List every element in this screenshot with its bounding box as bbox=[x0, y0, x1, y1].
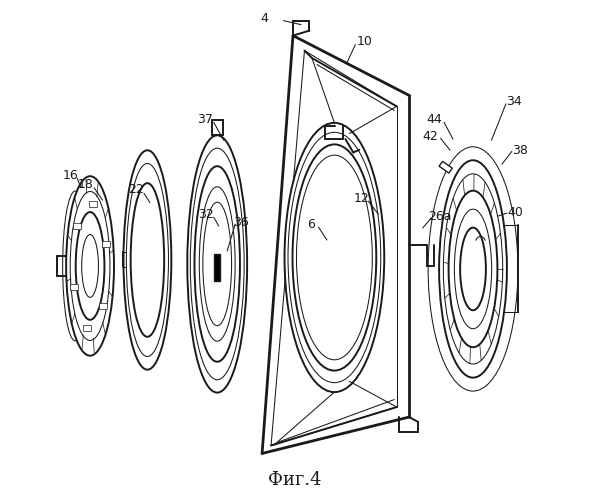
Ellipse shape bbox=[444, 174, 502, 364]
Text: 22: 22 bbox=[128, 182, 144, 196]
Text: 16: 16 bbox=[62, 168, 78, 181]
Text: 44: 44 bbox=[426, 113, 442, 126]
Bar bbox=[439, 162, 452, 173]
Text: 32: 32 bbox=[198, 208, 214, 220]
Bar bbox=[214, 254, 220, 281]
Text: 42: 42 bbox=[423, 130, 438, 143]
Ellipse shape bbox=[288, 132, 380, 382]
Ellipse shape bbox=[70, 192, 110, 340]
Text: Фиг.4: Фиг.4 bbox=[268, 472, 321, 490]
Ellipse shape bbox=[284, 123, 384, 392]
Bar bbox=[70, 284, 78, 290]
Ellipse shape bbox=[190, 148, 244, 380]
Text: 4: 4 bbox=[261, 12, 269, 24]
Text: 38: 38 bbox=[512, 144, 528, 157]
Ellipse shape bbox=[194, 166, 240, 362]
Ellipse shape bbox=[187, 136, 247, 392]
Ellipse shape bbox=[62, 191, 88, 340]
Text: 10: 10 bbox=[356, 35, 372, 48]
Ellipse shape bbox=[199, 187, 235, 341]
Text: 6: 6 bbox=[307, 218, 315, 230]
Bar bbox=[73, 222, 81, 228]
Ellipse shape bbox=[127, 164, 168, 356]
Ellipse shape bbox=[131, 183, 164, 337]
Bar bbox=[99, 304, 107, 310]
Ellipse shape bbox=[449, 190, 498, 347]
Bar bbox=[89, 201, 97, 207]
Ellipse shape bbox=[293, 144, 376, 370]
Ellipse shape bbox=[460, 228, 486, 310]
Bar bbox=[102, 242, 110, 248]
Ellipse shape bbox=[82, 234, 98, 298]
Text: 34: 34 bbox=[506, 95, 522, 108]
Text: 18: 18 bbox=[78, 178, 94, 190]
Ellipse shape bbox=[76, 212, 104, 320]
Ellipse shape bbox=[454, 209, 492, 328]
Ellipse shape bbox=[124, 150, 171, 370]
Ellipse shape bbox=[203, 202, 231, 326]
Text: 37: 37 bbox=[197, 113, 213, 126]
Ellipse shape bbox=[428, 147, 518, 391]
Text: 40: 40 bbox=[507, 206, 523, 219]
Ellipse shape bbox=[66, 176, 114, 356]
Text: 36: 36 bbox=[233, 216, 249, 228]
Text: 12: 12 bbox=[354, 192, 370, 204]
Ellipse shape bbox=[439, 160, 507, 378]
Ellipse shape bbox=[296, 155, 372, 360]
Bar bbox=[83, 325, 91, 331]
Text: 26a: 26a bbox=[428, 210, 452, 222]
